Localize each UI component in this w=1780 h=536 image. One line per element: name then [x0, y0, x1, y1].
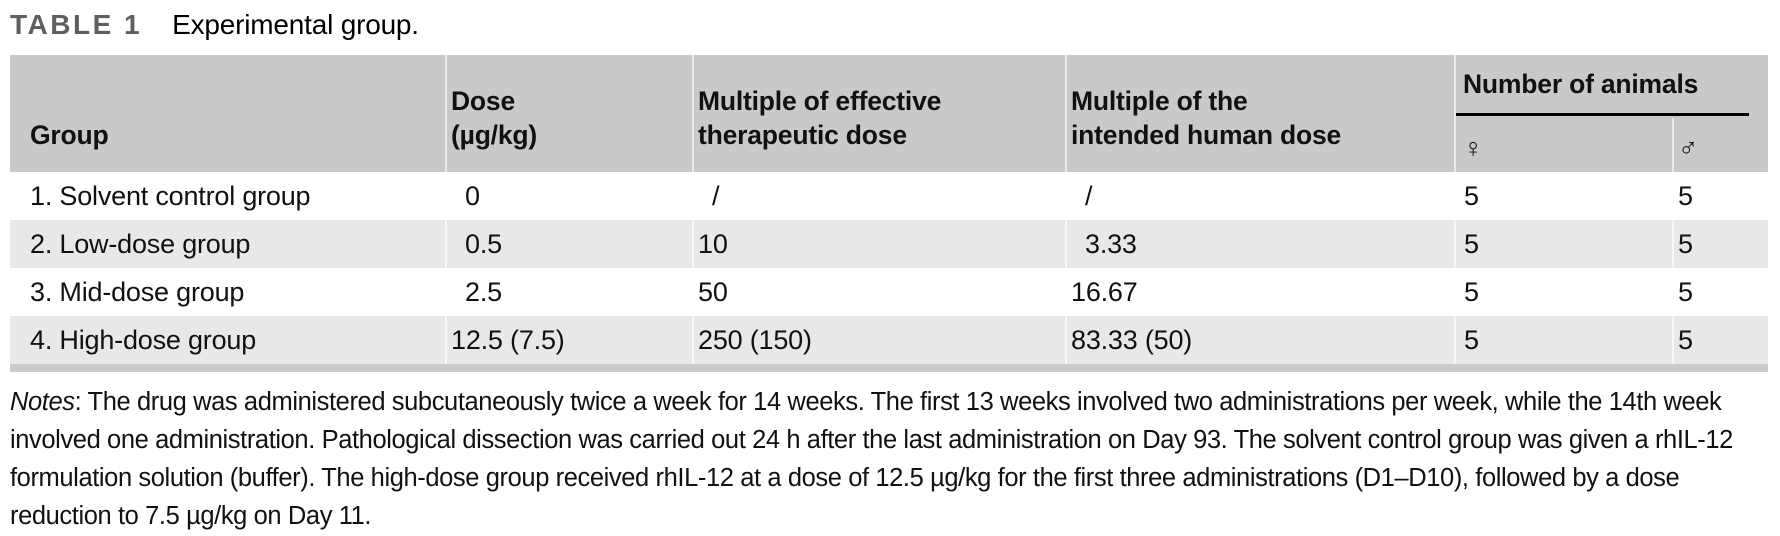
table-caption-label: TABLE 1 [10, 9, 143, 40]
notes-text: : The drug was administered subcutaneous… [10, 388, 1733, 530]
column-header-human-dose-multiple: Multiple of the intended human dose [1065, 55, 1455, 172]
cell-human-multiple: / [1065, 172, 1455, 220]
table-row: 3. Mid-dose group 2.5 50 16.67 5 5 [10, 268, 1768, 316]
cell-female-count: 5 [1454, 316, 1673, 364]
table-row: 4. High-dose group 12.5 (7.5) 250 (150) … [10, 316, 1768, 364]
cell-human-multiple: 83.33 (50) [1065, 316, 1455, 364]
cell-male-count: 5 [1672, 268, 1768, 316]
cell-male-count: 5 [1672, 316, 1768, 364]
header-row-sex: ♀ ♂ [10, 118, 1768, 172]
table-bottom-border [10, 364, 1768, 372]
column-header-dose: Dose (µg/kg) [445, 55, 693, 172]
header-row-main: Group Dose (µg/kg) Multiple of effective… [10, 55, 1768, 172]
cell-dose: 2.5 [445, 268, 693, 316]
cell-male-count: 5 [1672, 172, 1768, 220]
cell-dose: 12.5 (7.5) [445, 316, 693, 364]
table-row: 2. Low-dose group 0.5 10 3.33 5 5 [10, 220, 1768, 268]
cell-effective-multiple: 50 [692, 268, 1066, 316]
column-header-number-of-animals: Number of animals [1454, 55, 1768, 118]
table-notes: Notes: The drug was administered subcuta… [10, 383, 1768, 535]
column-header-effective-dose-multiple: Multiple of effective therapeutic dose [692, 55, 1066, 172]
cell-group: 3. Mid-dose group [30, 276, 245, 307]
cell-male-count: 5 [1672, 220, 1768, 268]
cell-group: 4. High-dose group [10, 316, 446, 364]
male-icon: ♂ [1678, 133, 1699, 163]
column-header-group: Group [10, 55, 446, 172]
cell-group: 2. Low-dose group [10, 220, 446, 268]
cell-effective-multiple: / [692, 172, 1066, 220]
column-header-female: ♀ [1454, 118, 1673, 172]
table-caption-title: Experimental group. [172, 9, 419, 40]
cell-female-count: 5 [1454, 220, 1673, 268]
cell-effective-multiple: 10 [692, 220, 1066, 268]
cell-female-count: 5 [1454, 172, 1673, 220]
table-caption: TABLE 1 Experimental group. [10, 8, 1768, 41]
table-header: Group Dose (µg/kg) Multiple of effective… [10, 55, 1768, 172]
table-row: 1. Solvent control group 0 / / 5 5 [10, 172, 1768, 220]
cell-human-multiple: 3.33 [1065, 220, 1455, 268]
cell-dose: 0.5 [445, 220, 693, 268]
female-icon: ♀ [1463, 133, 1484, 163]
cell-female-count: 5 [1454, 268, 1673, 316]
number-of-animals-label: Number of animals [1456, 55, 1749, 116]
column-header-male: ♂ [1672, 118, 1768, 172]
experimental-group-table: Group Dose (µg/kg) Multiple of effective… [10, 55, 1768, 364]
notes-label: Notes [10, 388, 75, 416]
table-body: 1. Solvent control group 0 / / 5 5 2. Lo… [10, 172, 1768, 364]
cell-human-multiple: 16.67 [1065, 268, 1455, 316]
cell-dose: 0 [445, 172, 693, 220]
cell-group: 1. Solvent control group [30, 180, 311, 211]
cell-effective-multiple: 250 (150) [692, 316, 1066, 364]
